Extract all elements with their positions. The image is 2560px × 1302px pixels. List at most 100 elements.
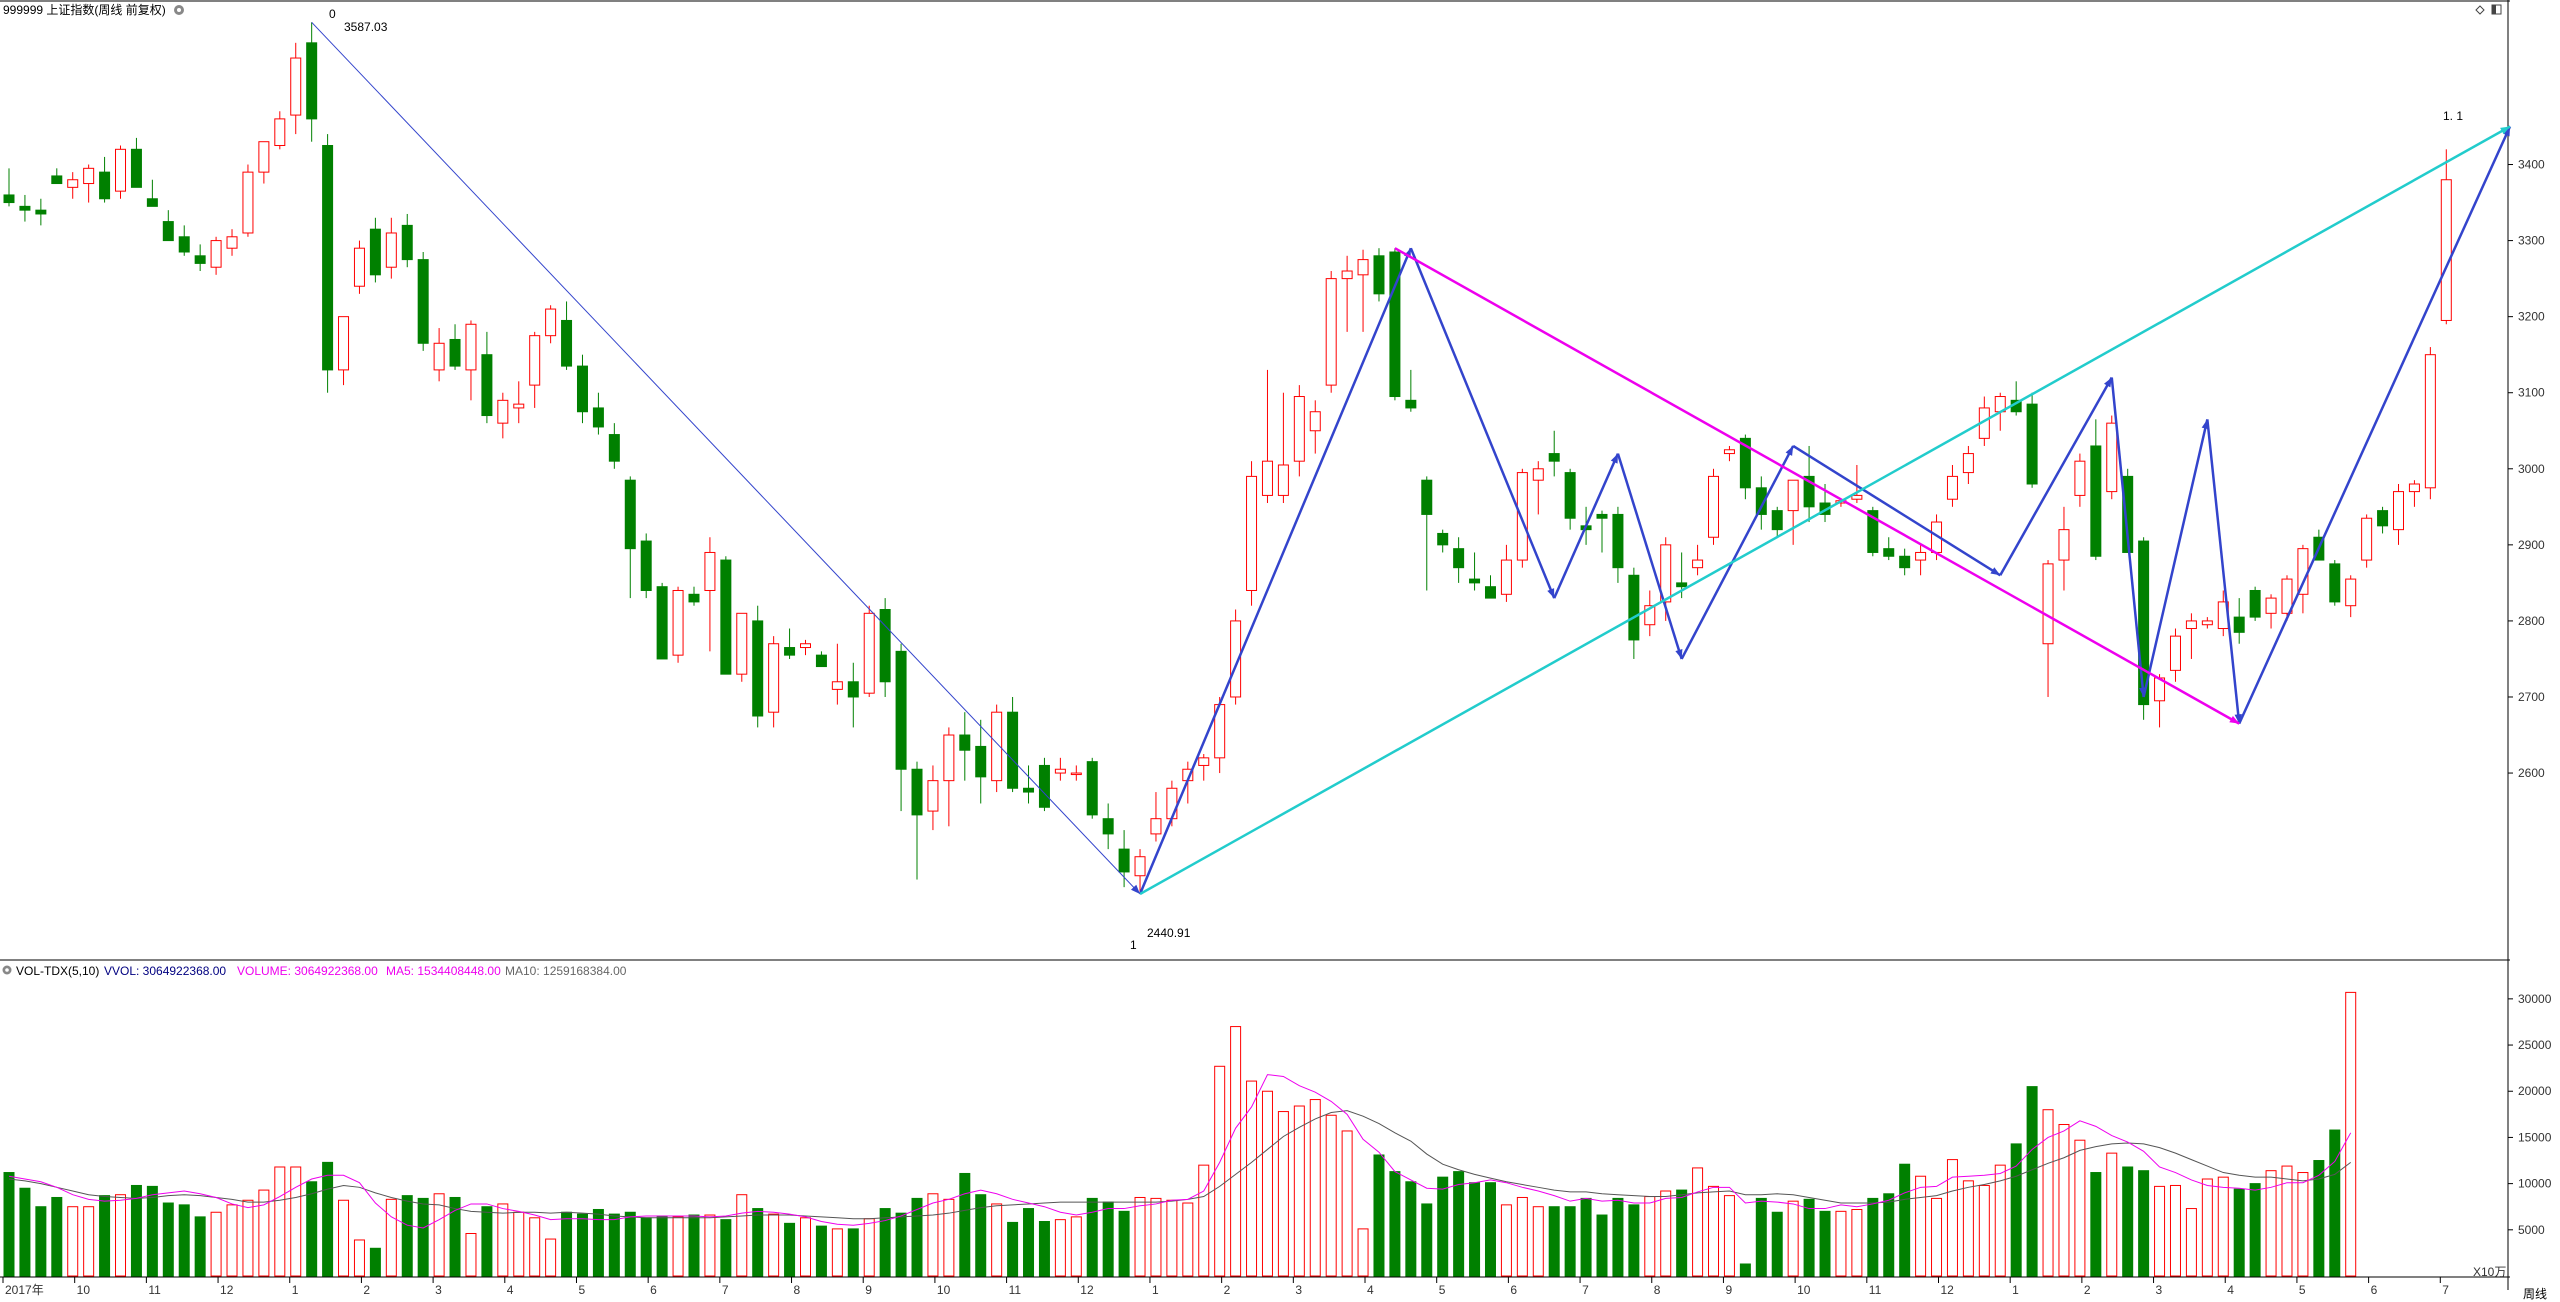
date-tick-label: 6 bbox=[2371, 1283, 2378, 1297]
diamond-icon[interactable] bbox=[2475, 5, 2485, 15]
volume-readout: VOLUME: 3064922368.00 bbox=[237, 964, 378, 978]
volume-bar bbox=[2249, 1183, 2261, 1277]
candle bbox=[35, 198, 47, 226]
candle-body bbox=[2329, 563, 2341, 603]
candle bbox=[385, 217, 397, 279]
settings-icon[interactable] bbox=[174, 5, 184, 15]
candle-body bbox=[210, 240, 222, 268]
volume-bar bbox=[3, 1172, 15, 1277]
wave-segment bbox=[1553, 453, 1620, 599]
date-tick-label: 12 bbox=[220, 1283, 234, 1297]
candle bbox=[576, 354, 588, 424]
candle bbox=[800, 639, 811, 656]
candle bbox=[1867, 506, 1879, 557]
candle bbox=[130, 137, 142, 188]
volume-bar bbox=[210, 1211, 222, 1277]
candle bbox=[1357, 249, 1369, 332]
candle-body bbox=[99, 171, 111, 200]
volume-bar bbox=[290, 1166, 302, 1277]
candle bbox=[274, 111, 286, 150]
ma5-readout: MA5: 1534408448.00 bbox=[386, 964, 501, 978]
candle bbox=[529, 331, 541, 408]
low-marker: 1 bbox=[1130, 938, 1137, 952]
volume-bar bbox=[1628, 1204, 1640, 1277]
candle bbox=[911, 761, 923, 880]
candle-body bbox=[83, 167, 95, 185]
candle bbox=[83, 164, 95, 203]
volume-bar bbox=[1516, 1196, 1528, 1277]
volume-bar bbox=[1421, 1203, 1433, 1277]
date-tick-label: 5 bbox=[1439, 1283, 1446, 1297]
volume-bar bbox=[1867, 1197, 1879, 1277]
candle bbox=[1437, 529, 1449, 553]
candle bbox=[1086, 757, 1098, 819]
volume-bar bbox=[513, 1211, 525, 1277]
candle-body bbox=[545, 308, 557, 337]
candle bbox=[2042, 560, 2054, 697]
volume-bar bbox=[146, 1185, 158, 1277]
volume-bar bbox=[1899, 1163, 1911, 1277]
wave-arrowhead bbox=[1675, 648, 1683, 659]
candle bbox=[3, 168, 15, 207]
volume-bar bbox=[529, 1217, 541, 1277]
date-tick-label: 10 bbox=[1797, 1283, 1811, 1297]
volume-bar bbox=[561, 1211, 573, 1277]
candle bbox=[2345, 575, 2357, 618]
volume-bar bbox=[178, 1204, 190, 1277]
candle bbox=[863, 605, 875, 697]
volume-bar bbox=[640, 1217, 652, 1277]
candle bbox=[2090, 419, 2102, 561]
volume-bar bbox=[1261, 1090, 1273, 1277]
candle bbox=[1054, 757, 1066, 781]
candle-body bbox=[3, 194, 15, 204]
volume-bar bbox=[576, 1213, 588, 1277]
volume-bar bbox=[2265, 1170, 2277, 1277]
wave-segment bbox=[311, 21, 1141, 895]
volume-bar bbox=[1548, 1206, 1560, 1277]
volume-bar bbox=[943, 1198, 955, 1277]
candle bbox=[768, 636, 780, 728]
volume-settings-icon[interactable] bbox=[2, 965, 12, 975]
candle bbox=[1373, 248, 1385, 302]
date-tick-label: 3 bbox=[2156, 1283, 2163, 1297]
volume-bar bbox=[306, 1181, 318, 1277]
candle bbox=[561, 301, 573, 370]
candle-body bbox=[815, 654, 827, 668]
candle-body bbox=[2138, 540, 2150, 706]
volume-bar bbox=[1007, 1221, 1019, 1277]
volume-bar bbox=[274, 1166, 286, 1277]
candle bbox=[831, 643, 843, 705]
candle bbox=[720, 556, 732, 675]
candle-body bbox=[1660, 544, 1672, 603]
price-tick-label: 3400 bbox=[2518, 158, 2545, 172]
period-label[interactable]: 周线 bbox=[2523, 1287, 2547, 1301]
candle-body bbox=[2233, 616, 2245, 633]
volume-bar bbox=[1676, 1189, 1688, 1277]
candle bbox=[656, 582, 668, 660]
date-tick-label: 1 bbox=[292, 1283, 299, 1297]
volume-tick-label: 25000 bbox=[2518, 1038, 2552, 1052]
candle-body bbox=[1469, 578, 1481, 584]
candle-body bbox=[1612, 513, 1624, 569]
volume-tick-label: 30000 bbox=[2518, 992, 2552, 1006]
restore-window-icon[interactable] bbox=[2491, 4, 2502, 15]
volume-bar bbox=[1739, 1263, 1751, 1277]
volume-bar bbox=[369, 1247, 381, 1277]
candle-body bbox=[1596, 513, 1608, 519]
candle bbox=[2201, 617, 2213, 629]
volume-bar bbox=[1819, 1210, 1831, 1277]
date-tick-label: 2 bbox=[363, 1283, 370, 1297]
candle-body bbox=[2074, 460, 2086, 496]
candle-body bbox=[1261, 460, 1273, 496]
candle bbox=[2026, 392, 2038, 488]
volume-bar bbox=[545, 1238, 557, 1277]
candle-body bbox=[1389, 251, 1401, 398]
candle bbox=[1962, 445, 1974, 484]
candle bbox=[1915, 544, 1927, 576]
volume-bar bbox=[1102, 1201, 1114, 1277]
candle-body bbox=[1405, 399, 1417, 409]
candle-body bbox=[481, 354, 493, 417]
price-tick-label: 3200 bbox=[2518, 310, 2545, 324]
candle-body bbox=[1277, 464, 1289, 496]
candle bbox=[1532, 461, 1544, 515]
